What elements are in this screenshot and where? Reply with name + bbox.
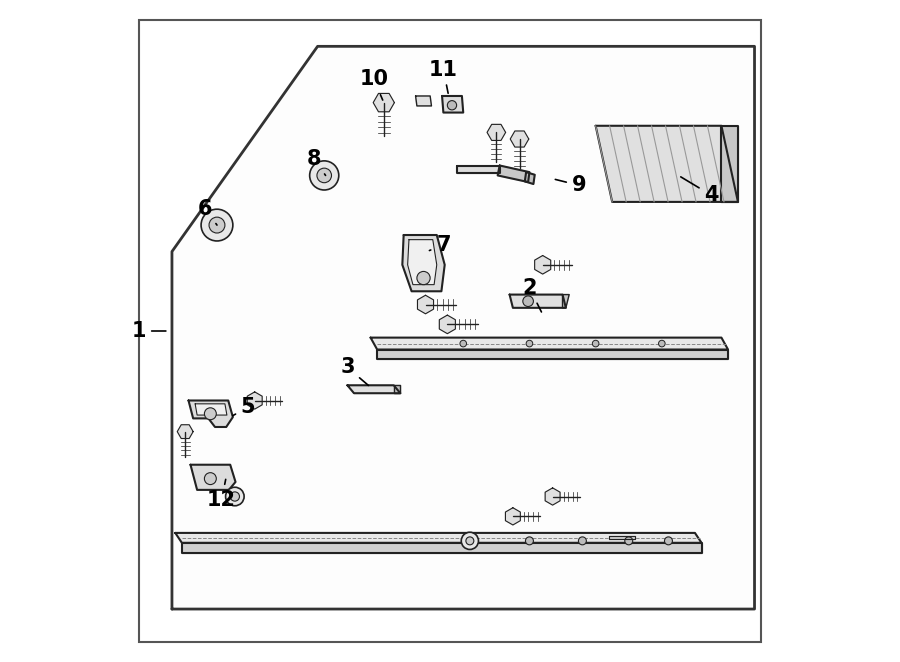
Circle shape [230,492,239,501]
Polygon shape [439,315,455,334]
Polygon shape [596,126,738,202]
Polygon shape [498,166,529,182]
Polygon shape [418,295,434,314]
Polygon shape [456,166,500,173]
Polygon shape [525,172,535,184]
Circle shape [579,537,587,545]
Circle shape [466,537,473,545]
Polygon shape [393,385,400,393]
Circle shape [204,473,216,485]
Polygon shape [377,350,728,359]
Polygon shape [510,131,529,147]
Text: 9: 9 [555,175,587,195]
Text: 8: 8 [307,149,326,175]
Circle shape [659,340,665,347]
Circle shape [226,487,244,506]
Text: 7: 7 [429,235,451,255]
Polygon shape [722,126,738,202]
Circle shape [462,532,479,549]
Circle shape [317,168,331,183]
Text: 6: 6 [198,199,217,225]
Circle shape [201,209,233,241]
Text: 3: 3 [340,357,368,385]
Circle shape [526,537,534,545]
Polygon shape [402,235,445,291]
Circle shape [592,340,598,347]
Text: 11: 11 [429,60,458,93]
Circle shape [460,340,466,347]
Polygon shape [545,488,560,505]
Text: 4: 4 [680,177,719,205]
Circle shape [209,217,225,233]
Circle shape [526,340,533,347]
Polygon shape [195,404,227,415]
Polygon shape [506,508,520,525]
Polygon shape [374,93,394,112]
Circle shape [625,537,633,545]
Polygon shape [182,543,702,553]
Polygon shape [172,46,754,609]
Text: 5: 5 [232,397,256,417]
Circle shape [310,161,338,190]
Polygon shape [176,533,702,543]
Circle shape [664,537,672,545]
Polygon shape [535,256,551,274]
Polygon shape [408,240,436,285]
Circle shape [417,271,430,285]
Polygon shape [609,536,635,539]
Circle shape [204,408,216,420]
Polygon shape [442,96,464,113]
Polygon shape [371,338,728,350]
Circle shape [447,101,456,110]
Circle shape [523,296,534,307]
Polygon shape [177,425,194,438]
Polygon shape [416,96,431,106]
Text: 1: 1 [131,321,166,341]
Polygon shape [188,401,233,427]
Polygon shape [248,392,262,409]
Polygon shape [347,385,400,393]
Polygon shape [191,465,236,490]
Polygon shape [487,124,506,140]
Text: 10: 10 [359,70,389,100]
Polygon shape [562,295,569,308]
Text: 12: 12 [207,479,236,510]
Text: 2: 2 [522,278,542,312]
Polygon shape [509,295,566,308]
